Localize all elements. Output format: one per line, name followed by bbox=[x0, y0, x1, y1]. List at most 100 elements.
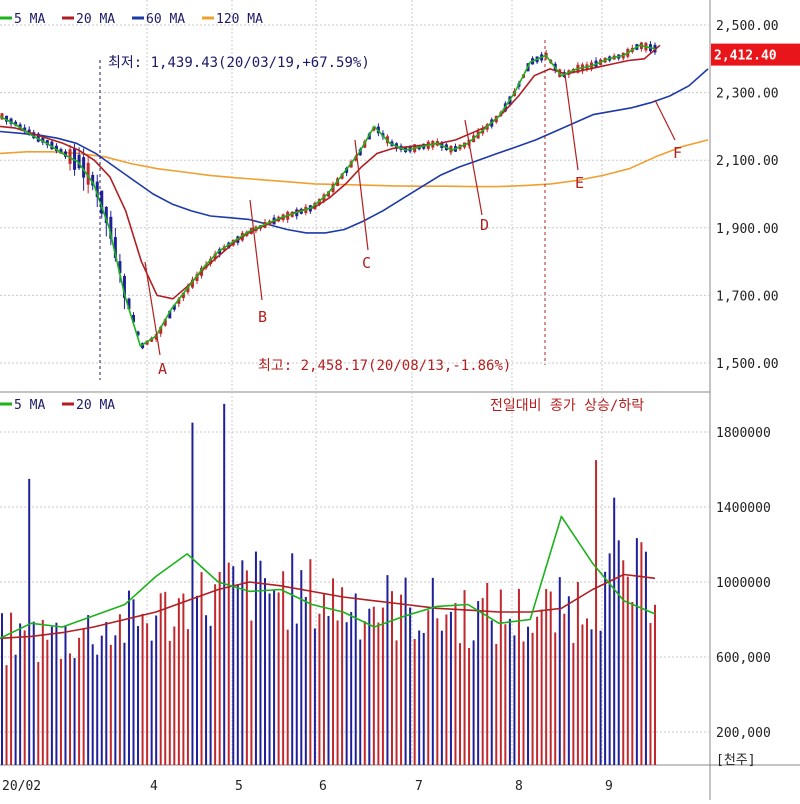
volume-bar bbox=[486, 582, 489, 765]
x-tick-label: 5 bbox=[235, 779, 243, 794]
volume-bar bbox=[372, 606, 375, 765]
price-ma60-line bbox=[0, 68, 709, 234]
candle-body bbox=[186, 286, 190, 293]
price-tick-label: 1,900.00 bbox=[716, 222, 779, 237]
volume-bar bbox=[654, 604, 656, 765]
volume-bar bbox=[227, 562, 230, 765]
candle-body bbox=[18, 124, 22, 129]
candle-body bbox=[91, 174, 95, 186]
candle-body bbox=[132, 314, 136, 323]
legend-label: 120 MA bbox=[216, 12, 263, 27]
candle-body bbox=[181, 292, 185, 299]
volume-bar bbox=[513, 635, 516, 765]
candle-body bbox=[177, 298, 181, 304]
volume-bar bbox=[191, 422, 194, 765]
volume-bar bbox=[454, 603, 457, 765]
candle-body bbox=[54, 145, 58, 152]
volume-bar bbox=[490, 620, 493, 765]
volume-bar bbox=[576, 581, 579, 765]
candle-body bbox=[145, 340, 149, 345]
volume-bar bbox=[23, 630, 26, 765]
volume-bar bbox=[313, 628, 316, 765]
volume-ma5-line bbox=[0, 515, 656, 640]
volume-bar bbox=[572, 642, 575, 765]
volume-bar bbox=[46, 639, 49, 765]
volume-bar bbox=[118, 614, 121, 765]
marker-c-label: C bbox=[362, 254, 371, 272]
volume-bar bbox=[363, 621, 366, 765]
volume-bars bbox=[1, 403, 656, 765]
volume-bar bbox=[386, 575, 389, 765]
volume-bar bbox=[209, 625, 212, 765]
volume-bar bbox=[205, 615, 208, 765]
high-annotation: 최고: 2,458.17(20/08/13,-1.86%) bbox=[258, 358, 511, 374]
candle-body bbox=[86, 162, 90, 185]
volume-bar bbox=[585, 618, 588, 765]
candle-body bbox=[118, 261, 122, 274]
volume-bar bbox=[517, 588, 520, 765]
last-price-tag bbox=[711, 43, 800, 66]
volume-bar bbox=[381, 607, 384, 765]
legend-label: 20 MA bbox=[76, 398, 115, 413]
volume-bar bbox=[59, 658, 62, 765]
price-tick-label: 1,700.00 bbox=[716, 289, 779, 304]
volume-bar bbox=[295, 623, 298, 765]
candle-body bbox=[100, 190, 104, 214]
candle-body bbox=[127, 298, 131, 310]
volume-bar bbox=[590, 629, 593, 765]
volume-bar bbox=[155, 615, 158, 765]
marker-b-label: B bbox=[258, 308, 267, 326]
candle-body bbox=[163, 319, 167, 326]
volume-bar bbox=[137, 626, 140, 765]
volume-bar bbox=[1, 613, 3, 765]
x-tick-label: 9 bbox=[605, 779, 613, 794]
price-tick-label: 2,500.00 bbox=[716, 19, 779, 34]
candle-body bbox=[82, 157, 86, 178]
volume-bar bbox=[87, 615, 90, 765]
volume-bar bbox=[622, 560, 625, 765]
volume-bar bbox=[282, 571, 285, 765]
candle-body bbox=[50, 141, 54, 150]
ma60-line bbox=[0, 68, 709, 234]
volume-bar bbox=[341, 587, 344, 765]
volume-bar bbox=[468, 647, 471, 765]
x-tick-label: 4 bbox=[150, 779, 158, 794]
volume-bar bbox=[595, 460, 598, 765]
volume-bar bbox=[232, 566, 235, 765]
volume-bar bbox=[114, 635, 117, 765]
volume-bar bbox=[273, 590, 276, 765]
volume-bar bbox=[631, 601, 634, 765]
volume-bar bbox=[146, 623, 149, 765]
volume-bar bbox=[322, 594, 325, 765]
volume-note: 전일대비 종가 상승/하락 bbox=[490, 398, 644, 414]
volume-bar bbox=[200, 572, 203, 765]
candle-body bbox=[77, 154, 81, 169]
volume-bar bbox=[28, 478, 31, 765]
volume-bar bbox=[304, 596, 307, 765]
volume-bar bbox=[55, 622, 58, 765]
price-tick-label: 2,100.00 bbox=[716, 154, 779, 169]
volume-bar bbox=[91, 644, 94, 765]
volume-bar bbox=[64, 625, 67, 765]
volume-ma20-line bbox=[0, 573, 656, 640]
volume-bar bbox=[613, 497, 616, 765]
candle-body bbox=[213, 253, 217, 260]
volume-bar bbox=[350, 612, 353, 765]
marker-f-line bbox=[654, 99, 676, 141]
volume-bar bbox=[640, 542, 643, 765]
volume-bar bbox=[540, 609, 543, 765]
volume-bar bbox=[318, 613, 321, 765]
volume-bar bbox=[472, 640, 475, 765]
volume-bar bbox=[300, 570, 303, 765]
volume-bar bbox=[409, 607, 412, 765]
volume-tick-label: 1800000 bbox=[716, 426, 771, 441]
candle-body bbox=[36, 133, 40, 142]
volume-bar bbox=[37, 662, 40, 765]
x-tick-label: 8 bbox=[515, 779, 523, 794]
volume-bar bbox=[527, 626, 530, 765]
volume-bar bbox=[336, 620, 339, 765]
candle-body bbox=[104, 206, 108, 224]
volume-bar bbox=[459, 643, 462, 765]
volume-bar bbox=[332, 578, 335, 765]
candle-body bbox=[141, 343, 145, 349]
